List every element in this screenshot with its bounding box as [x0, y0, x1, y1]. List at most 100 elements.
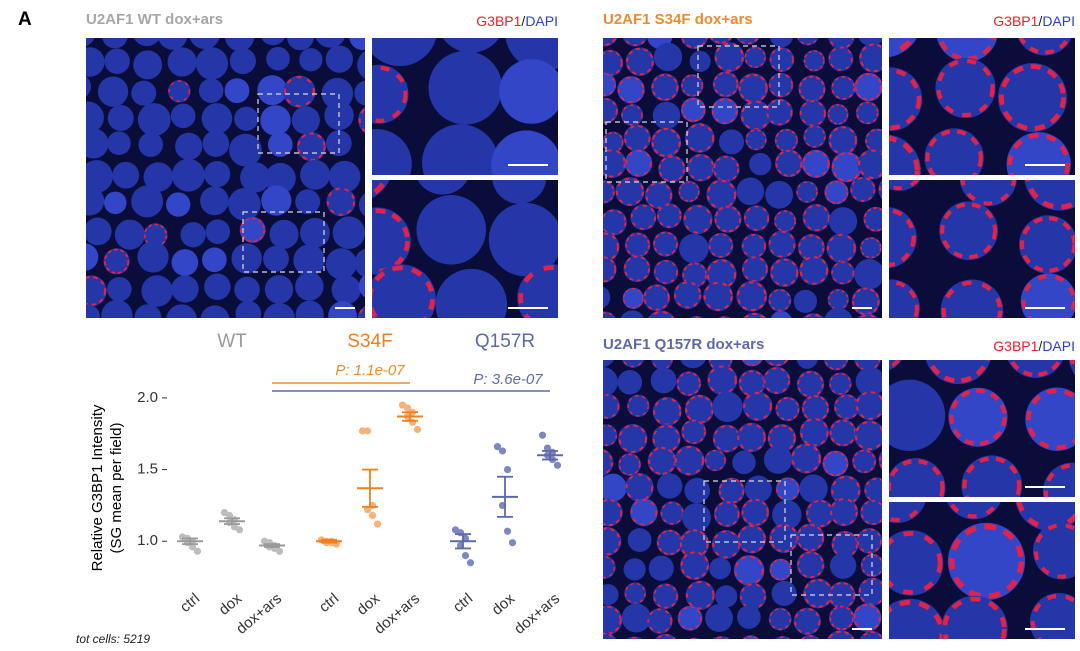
cell — [86, 304, 100, 318]
cell — [603, 555, 616, 579]
cell — [86, 38, 95, 47]
cell — [86, 217, 112, 246]
cell — [681, 419, 707, 445]
cell — [767, 424, 797, 453]
cell — [712, 391, 743, 423]
cell — [166, 304, 197, 318]
panel-label: A — [18, 9, 32, 30]
cell — [889, 458, 946, 497]
stress-granules — [770, 258, 799, 287]
stress-granules — [622, 288, 644, 309]
stress-granules — [831, 76, 856, 100]
cell — [680, 360, 706, 369]
micrograph — [889, 180, 1075, 318]
cell — [796, 370, 825, 398]
stress-granules — [603, 449, 613, 476]
cell — [101, 299, 133, 318]
stress-granules — [797, 551, 825, 579]
cell — [261, 38, 285, 46]
cell — [961, 455, 1023, 497]
cell — [235, 300, 262, 318]
channel-name: / — [1038, 338, 1042, 354]
cell — [769, 38, 793, 48]
stress-granules — [775, 636, 791, 639]
cell — [1029, 592, 1075, 639]
cell — [623, 255, 651, 282]
cell — [170, 103, 196, 129]
cell — [946, 502, 1001, 520]
stress-granules — [1033, 523, 1075, 579]
stress-granules — [689, 637, 700, 639]
cell — [603, 49, 624, 77]
cell — [603, 131, 624, 153]
cell — [648, 310, 675, 318]
y-tick-label: 2.0 — [137, 389, 158, 406]
stress-granules — [936, 58, 995, 118]
cell — [315, 38, 345, 48]
cell — [749, 152, 772, 176]
stress-granules — [829, 372, 852, 395]
cell — [646, 608, 673, 634]
micrograph — [889, 360, 1075, 497]
y-axis-label: (SG mean per field) — [108, 423, 125, 554]
cell — [864, 477, 882, 503]
cell — [889, 134, 922, 175]
cell — [86, 275, 107, 307]
cell — [104, 48, 130, 75]
cell — [714, 42, 745, 73]
stress-granules — [372, 208, 410, 274]
cell — [797, 234, 825, 262]
cell — [652, 101, 681, 130]
cell — [683, 204, 713, 235]
cell — [826, 233, 857, 264]
cell — [718, 477, 745, 504]
cell — [133, 38, 160, 47]
cell — [257, 75, 288, 106]
cell — [1019, 215, 1075, 274]
cell — [205, 219, 231, 245]
stress-granules — [518, 265, 558, 318]
cell — [114, 219, 145, 250]
cell — [997, 63, 1067, 132]
cell — [680, 550, 710, 580]
cell — [855, 390, 882, 421]
cell — [143, 162, 174, 192]
cell — [618, 423, 648, 454]
stress-granules — [676, 371, 701, 396]
cell — [97, 76, 129, 107]
stress-granules — [861, 554, 882, 577]
cell — [372, 129, 412, 175]
cell — [738, 73, 769, 104]
cell — [86, 76, 92, 97]
cell — [229, 133, 262, 167]
cell — [652, 424, 681, 453]
cell — [499, 59, 558, 124]
cell — [745, 128, 767, 151]
cell — [854, 420, 882, 451]
cell — [796, 523, 825, 552]
stress-granules — [799, 100, 826, 127]
cell — [940, 279, 1004, 318]
stress-granules — [768, 289, 791, 312]
stress-granules — [603, 527, 621, 556]
stress-granules — [824, 180, 849, 204]
cell — [603, 498, 623, 527]
cell — [732, 450, 756, 475]
cell — [863, 206, 882, 232]
p-value: P: 1.1e-07 — [335, 362, 405, 379]
stress-granules — [624, 582, 646, 604]
cell — [269, 219, 299, 249]
cell — [654, 633, 677, 639]
stress-granules — [1021, 274, 1075, 318]
stress-granules — [889, 207, 916, 268]
stress-granules — [798, 75, 826, 103]
cell — [889, 598, 946, 639]
cell — [824, 307, 853, 318]
cell — [627, 528, 652, 553]
cell — [743, 205, 770, 232]
micrograph — [372, 38, 558, 175]
cell — [603, 286, 611, 309]
cell — [492, 180, 547, 204]
cell — [491, 130, 558, 175]
cell — [263, 245, 289, 272]
